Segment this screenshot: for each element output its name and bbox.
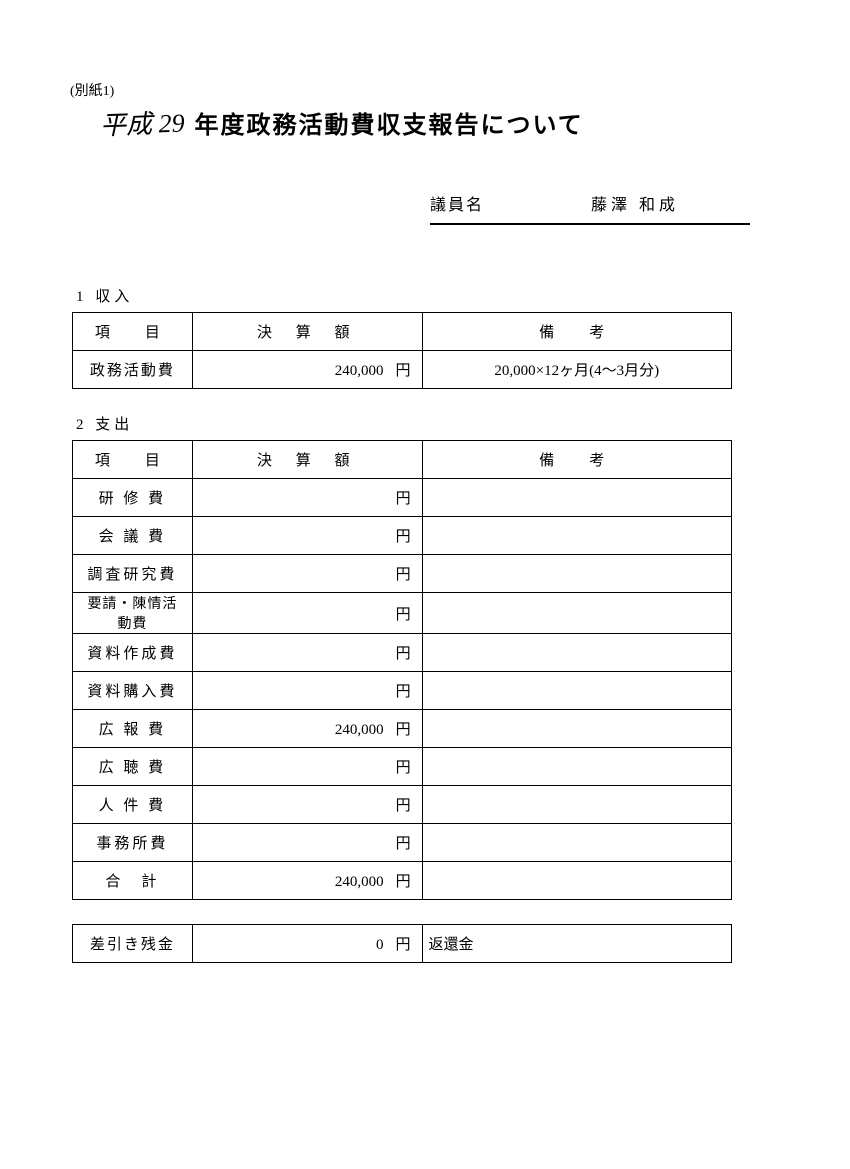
expense-table: 項 目 決 算 額 備 考 研 修 費円会 議 費円調査研究費円要請・陳情活動費… [72, 440, 732, 900]
expense-item: 広 聴 費 [73, 748, 193, 786]
currency-unit: 円 [396, 525, 416, 546]
currency-unit: 円 [396, 359, 416, 380]
currency-unit: 円 [396, 794, 416, 815]
expense-note [422, 634, 731, 672]
expense-amount-cell: 円 [192, 517, 422, 555]
table-row: 事務所費 円 [73, 824, 732, 862]
expense-amount-cell: 円 [192, 672, 422, 710]
currency-unit: 円 [396, 642, 416, 663]
table-row: 広 報 費 240,000 円 [73, 710, 732, 748]
expense-amount: 240,000 [335, 722, 384, 739]
currency-unit: 円 [396, 563, 416, 584]
expense-item: 会 議 費 [73, 517, 193, 555]
expense-amount-cell: 円 [192, 786, 422, 824]
income-row: 政務活動費 240,000 円 20,000×12ヶ月(4～3月分) [73, 351, 732, 389]
expense-note [422, 710, 731, 748]
table-header-row: 項 目 決 算 額 備 考 [73, 313, 732, 351]
title-row: 平成 29 年度政務活動費収支報告について [100, 104, 780, 141]
expense-amount-cell: 円 [192, 555, 422, 593]
table-row: 資料作成費 円 [73, 634, 732, 672]
table-row: 要請・陳情活動費 円 [73, 593, 732, 634]
expense-item: 人 件 費 [73, 786, 193, 824]
expense-amount-cell: 円 [192, 748, 422, 786]
header-amount: 決 算 額 [192, 441, 422, 479]
currency-unit: 円 [396, 487, 416, 508]
header-item: 項 目 [73, 441, 193, 479]
expense-note [422, 479, 731, 517]
balance-row: 差引き残金 0 円 返還金 [73, 925, 732, 963]
member-name: 藤澤 和成 [520, 191, 750, 215]
expense-note [422, 555, 731, 593]
member-name-block: 議員名 藤澤 和成 [430, 191, 750, 225]
table-row: 合 計 240,000 円 [73, 862, 732, 900]
expense-item: 調査研究費 [73, 555, 193, 593]
header-note: 備 考 [422, 441, 731, 479]
expense-note [422, 517, 731, 555]
table-row: 資料購入費 円 [73, 672, 732, 710]
balance-amount: 0 [376, 937, 384, 954]
table-row: 調査研究費 円 [73, 555, 732, 593]
era-handwritten: 平成 29 [99, 103, 185, 143]
expense-amount-cell: 240,000 円 [192, 710, 422, 748]
attachment-label: (別紙1) [70, 80, 780, 100]
balance-label: 差引き残金 [73, 925, 193, 963]
expense-amount-cell: 円 [192, 634, 422, 672]
currency-unit: 円 [396, 756, 416, 777]
expense-amount-cell: 240,000 円 [192, 862, 422, 900]
expense-amount-cell: 円 [192, 593, 422, 634]
income-amount-cell: 240,000 円 [192, 351, 422, 389]
income-note: 20,000×12ヶ月(4～3月分) [422, 351, 731, 389]
expense-item: 広 報 費 [73, 710, 193, 748]
currency-unit: 円 [396, 603, 416, 624]
table-row: 研 修 費円 [73, 479, 732, 517]
currency-unit: 円 [396, 718, 416, 739]
expense-item: 要請・陳情活動費 [73, 593, 193, 634]
expense-note [422, 748, 731, 786]
expense-item: 研 修 費 [73, 479, 193, 517]
expense-item: 合 計 [73, 862, 193, 900]
income-item: 政務活動費 [73, 351, 193, 389]
expense-note [422, 593, 731, 634]
expense-note [422, 672, 731, 710]
expense-item: 資料購入費 [73, 672, 193, 710]
expense-amount-cell: 円 [192, 824, 422, 862]
expense-item: 事務所費 [73, 824, 193, 862]
header-note: 備 考 [422, 313, 731, 351]
table-row: 会 議 費円 [73, 517, 732, 555]
balance-amount-cell: 0 円 [192, 925, 422, 963]
balance-table: 差引き残金 0 円 返還金 [72, 924, 732, 963]
expense-note [422, 862, 731, 900]
member-label: 議員名 [430, 191, 520, 215]
title-main: 年度政務活動費収支報告について [195, 105, 584, 140]
header-amount: 決 算 額 [192, 313, 422, 351]
section1-label: 1 収入 [76, 285, 780, 306]
income-amount: 240,000 [335, 363, 384, 380]
currency-unit: 円 [396, 832, 416, 853]
table-header-row: 項 目 決 算 額 備 考 [73, 441, 732, 479]
income-table: 項 目 決 算 額 備 考 政務活動費 240,000 円 20,000×12ヶ… [72, 312, 732, 389]
expense-amount: 240,000 [335, 874, 384, 891]
expense-item: 資料作成費 [73, 634, 193, 672]
header-item: 項 目 [73, 313, 193, 351]
currency-unit: 円 [396, 870, 416, 891]
section2-label: 2 支出 [76, 413, 780, 434]
table-row: 人 件 費円 [73, 786, 732, 824]
currency-unit: 円 [396, 933, 416, 954]
currency-unit: 円 [396, 680, 416, 701]
table-row: 広 聴 費円 [73, 748, 732, 786]
expense-amount-cell: 円 [192, 479, 422, 517]
expense-note [422, 824, 731, 862]
expense-note [422, 786, 731, 824]
balance-note: 返還金 [422, 925, 732, 963]
